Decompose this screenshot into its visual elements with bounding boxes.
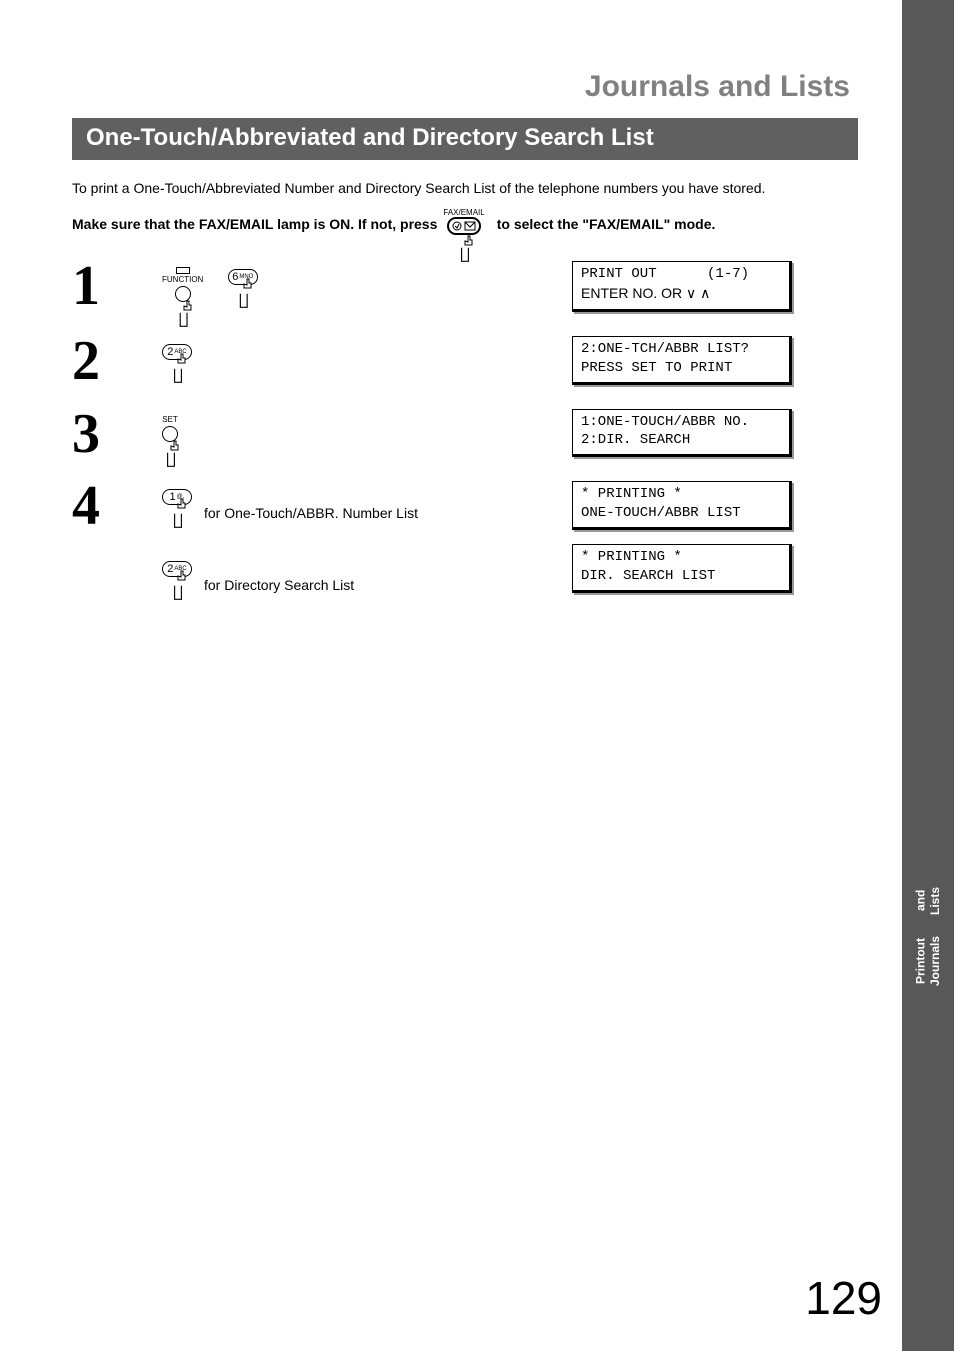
step-3-display: 1:ONE-TOUCH/ABBR NO. 2:DIR. SEARCH [572, 409, 792, 472]
fax-email-key-icon [447, 217, 481, 237]
lcd-line-2: ENTER NO. OR ∨ ∧ [581, 285, 710, 301]
keypad-2: 2 ABC ⎣⎦ [162, 342, 192, 360]
step-3-icons: SET ⎣⎦ [162, 409, 462, 444]
mode-instruction: Make sure that the FAX/EMAIL lamp is ON.… [72, 208, 858, 239]
side-tab-line2: and Lists [914, 880, 943, 922]
mode-post: to select the "FAX/EMAIL" mode. [497, 216, 716, 232]
lcd-display: PRINT OUT (1-7) ENTER NO. OR ∨ ∧ [572, 261, 792, 312]
intro-text: To print a One-Touch/Abbreviated Number … [72, 180, 858, 196]
press-bracket-icon: ⎣⎦ [460, 249, 468, 261]
lcd-display: 1:ONE-TOUCH/ABBR NO. 2:DIR. SEARCH [572, 409, 792, 458]
lcd-line-2: PRESS SET TO PRINT [581, 360, 732, 376]
step-2-number: 2 [72, 336, 162, 386]
step-1-icons: FUNCTION ⎣⎦ 6 MNO [162, 261, 462, 304]
step-2-row: 2 2 ABC ⎣⎦ 2:ONE-TCH/ABBR LIST? PRESS SE… [72, 336, 858, 399]
step-4-sub1: for One-Touch/ABBR. Number List [204, 505, 418, 521]
set-key-label: SET [162, 415, 178, 424]
press-bracket-icon: ⎣⎦ [173, 515, 181, 527]
lcd-display: 2:ONE-TCH/ABBR LIST? PRESS SET TO PRINT [572, 336, 792, 385]
step-3-number: 3 [72, 409, 162, 459]
lcd-line-1: 1:ONE-TOUCH/ABBR NO. [581, 414, 749, 430]
mode-pre: Make sure that the FAX/EMAIL lamp is ON.… [72, 216, 437, 232]
side-strip [902, 0, 954, 1351]
step-3-row: 3 SET ⎣⎦ 1:ONE-TOUCH/ABBR NO. 2:DIR. SEA… [72, 409, 858, 472]
press-bracket-icon: ⎣⎦ [179, 314, 187, 326]
keypad-2-b: 2 ABC ⎣⎦ [162, 559, 192, 577]
lcd-display: * PRINTING * DIR. SEARCH LIST [572, 544, 792, 593]
step-4-option-1: 1 @. ⎣⎦ for One-Touch/ABBR. Number List [162, 487, 462, 521]
page-content: Journals and Lists One-Touch/Abbreviated… [0, 0, 902, 647]
lcd-line-1: 2:ONE-TCH/ABBR LIST? [581, 341, 749, 357]
function-key-box-icon [176, 267, 190, 274]
keypad-1: 1 @. ⎣⎦ [162, 487, 192, 505]
press-bracket-icon: ⎣⎦ [173, 587, 181, 599]
section-title-bar: One-Touch/Abbreviated and Directory Sear… [72, 118, 858, 160]
step-4-number: 4 [72, 481, 162, 531]
step-4-sub2: for Directory Search List [204, 577, 354, 593]
lcd-line-1: * PRINTING * [581, 486, 682, 502]
keypad-6: 6 MNO ⎣⎦ [228, 267, 258, 285]
keypad-2-digit: 2 [167, 346, 173, 358]
side-tab-line1: Printout Journals [914, 922, 943, 1000]
step-1-display: PRINT OUT (1-7) ENTER NO. OR ∨ ∧ [572, 261, 792, 326]
lcd-line-1: * PRINTING * [581, 549, 682, 565]
step-4-row: 4 1 @. ⎣⎦ for One-Touch/ABBR. Num [72, 481, 858, 607]
keypad-6-digit: 6 [232, 271, 238, 283]
side-tab-label: Printout Journals and Lists [902, 880, 954, 1000]
function-key: FUNCTION ⎣⎦ [162, 267, 203, 304]
step-4-icons: 1 @. ⎣⎦ for One-Touch/ABBR. Number List [162, 481, 462, 595]
press-bracket-icon: ⎣⎦ [173, 370, 181, 382]
step-4-option-2: 2 ABC ⎣⎦ for Directory Search List [162, 559, 462, 593]
step-2-display: 2:ONE-TCH/ABBR LIST? PRESS SET TO PRINT [572, 336, 792, 399]
function-key-label: FUNCTION [162, 275, 203, 284]
lcd-line-2: ONE-TOUCH/ABBR LIST [581, 505, 741, 521]
press-bracket-icon: ⎣⎦ [239, 295, 247, 307]
step-2-icons: 2 ABC ⎣⎦ [162, 336, 462, 360]
fax-email-button-diagram: FAX/EMAIL ⎣⎦ [443, 208, 484, 239]
step-4-display: * PRINTING * ONE-TOUCH/ABBR LIST * PRINT… [572, 481, 792, 607]
keypad-2-digit: 2 [167, 563, 173, 575]
lcd-line-2: DIR. SEARCH LIST [581, 568, 715, 584]
press-bracket-icon: ⎣⎦ [166, 454, 174, 466]
lcd-line-2: 2:DIR. SEARCH [581, 432, 690, 448]
lcd-line-1: PRINT OUT (1-7) [581, 266, 749, 282]
chapter-title: Journals and Lists [72, 70, 858, 104]
lcd-display: * PRINTING * ONE-TOUCH/ABBR LIST [572, 481, 792, 530]
function-key-button: ⎣⎦ [175, 286, 191, 304]
fax-email-key: ⎣⎦ [447, 217, 481, 239]
step-1-number: 1 [72, 261, 162, 311]
page-number: 129 [805, 1271, 882, 1325]
step-1-row: 1 FUNCTION ⎣⎦ 6 MNO [72, 261, 858, 326]
fax-email-label: FAX/EMAIL [443, 208, 484, 217]
set-key: SET ⎣⎦ [162, 415, 178, 444]
